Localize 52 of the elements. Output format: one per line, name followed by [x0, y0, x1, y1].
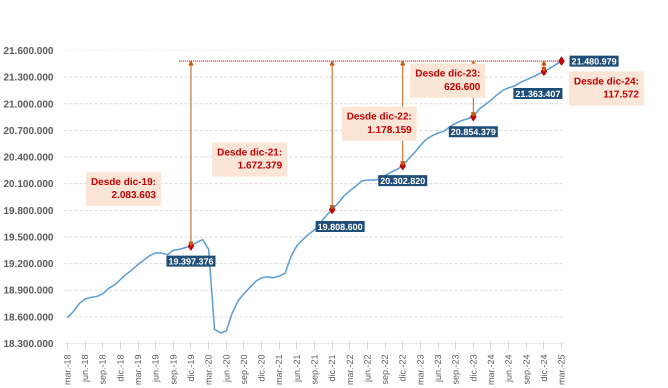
x-tick-label: sep.-20	[238, 354, 249, 385]
x-tick-label: dic.-21	[327, 354, 338, 382]
x-tick-label: jun.-24	[504, 354, 514, 384]
x-tick-label: dic.-24	[538, 354, 549, 382]
x-tick-label: sep.-21	[310, 354, 320, 385]
y-tick-label: 21.000.000	[3, 99, 54, 110]
y-tick-label: 20.100.000	[3, 179, 54, 190]
x-tick-label: mar.-25	[556, 354, 567, 386]
x-tick-label: jun.-23	[433, 354, 444, 384]
x-tick-label: dic.-18	[115, 354, 126, 382]
annotation: Desde dic-21: 1.672.379	[217, 147, 283, 172]
x-tick-label: sep.-24	[521, 354, 532, 385]
x-tick-label: mar.-22	[344, 354, 355, 386]
x-tick-label: sep.-23	[450, 354, 461, 385]
y-tick-label: 18.900.000	[3, 286, 54, 297]
data-label: 20.854.379	[450, 127, 496, 138]
annotation: Desde dic-22: 1.178.159	[346, 112, 412, 136]
x-tick-label: jun.-21	[292, 354, 302, 384]
x-tick-label: jun.-20	[221, 354, 232, 384]
x-tick-label: jun.-18	[80, 354, 90, 384]
annotation: Desde dic-23: 626.600	[415, 68, 481, 93]
data-label: 21.480.979	[572, 56, 617, 67]
x-tick-label: jun.-22	[362, 354, 372, 384]
x-tick-label: mar.-23	[415, 354, 426, 386]
y-tick-label: 18.300.000	[3, 339, 54, 350]
x-tick-label: mar.-24	[486, 354, 496, 386]
y-tick-label: 19.500.000	[3, 232, 54, 244]
y-tick-label: 20.400.000	[3, 152, 54, 164]
x-tick-label: dic.-20	[256, 354, 267, 382]
x-tick-label: mar.-19	[133, 354, 144, 386]
data-label: 20.302.820	[380, 176, 426, 186]
y-tick-label: 20.700.000	[3, 126, 54, 137]
x-tick-label: mar.-20	[204, 354, 214, 386]
x-tick-label: mar.-18	[62, 354, 72, 386]
x-tick-label: dic.-19	[186, 354, 196, 382]
y-tick-label: 19.200.000	[3, 259, 54, 270]
data-label: 19.397.376	[168, 256, 214, 267]
x-tick-label: dic.-22	[398, 354, 408, 382]
y-tick-label: 18.600.000	[3, 312, 54, 324]
x-tick-label: jun.-19	[150, 354, 161, 384]
x-tick-label: dic.-23	[468, 354, 478, 382]
x-tick-label: sep.-22	[380, 354, 390, 385]
data-label: 21.363.407	[515, 89, 560, 100]
y-tick-label: 21.600.000	[3, 46, 54, 57]
x-tick-label: sep.-19	[168, 354, 178, 385]
annotation: Desde dic-19: 2.083.603	[90, 176, 156, 202]
y-tick-label: 21.300.000	[3, 72, 54, 84]
x-tick-label: sep.-18	[98, 354, 108, 385]
data-label: 19.808.600	[318, 222, 363, 232]
y-tick-label: 19.800.000	[3, 206, 54, 217]
x-tick-label: mar.-21	[274, 354, 284, 386]
text: Desde dic-24: 117.572	[574, 76, 640, 101]
